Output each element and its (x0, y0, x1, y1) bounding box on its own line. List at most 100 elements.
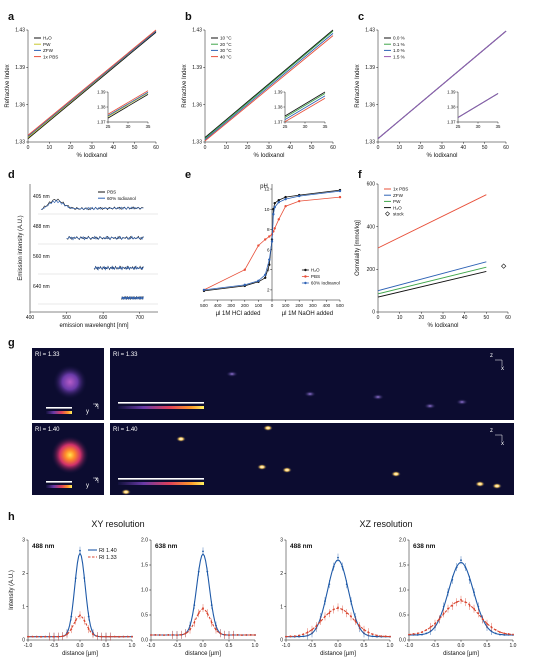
chart-b-inset-x-tick-label: 35 (323, 124, 328, 129)
chart-c-x-tick-label: 40 (461, 145, 467, 151)
chart-h4-data-point (421, 633, 423, 636)
chart-a-legend-label: 1x PBS (43, 54, 58, 59)
chart-b-inset-series-line (284, 97, 326, 123)
chart-h3-fit-curve (285, 607, 391, 638)
chart-c-legend-label: 1.5 % (393, 54, 405, 59)
panel-letter-h: h (8, 511, 15, 523)
chart-h2-fit-curve (151, 608, 255, 636)
chart-e-x-tick-label: 400 (214, 303, 222, 308)
chart-h3-x-tick-label: 1.0 (387, 643, 394, 649)
chart-c-x-tick-label: 10 (397, 145, 403, 151)
chart-c-x-tick-label: 30 (439, 145, 445, 151)
chart-d-y-axis-label: Emission intensity (A.U.) (18, 215, 24, 280)
chart-a-legend-label: H₂O (43, 36, 52, 41)
chart-b-y-tick-label: 1.43 (192, 28, 202, 34)
axis-glyph (495, 434, 503, 441)
chart-c-y-tick-label: 1.43 (365, 28, 375, 34)
psf-spot (51, 436, 89, 474)
chart-f-series-line (377, 271, 487, 298)
chart-e-data-point (243, 268, 246, 271)
chart-e-y-tick-label: 12 (264, 187, 270, 192)
bead-spot (121, 489, 131, 495)
axis-label-x: x (95, 477, 98, 483)
bead-spot (424, 403, 436, 409)
axis-label-z: z (490, 353, 493, 359)
chart-h2-x-axis-label: distance [µm] (185, 651, 221, 657)
chart-h4-data-point (416, 634, 419, 636)
chart-a-series-line (27, 29, 157, 136)
chart-e-data-point (338, 195, 342, 199)
chart-b-inset-y-tick-label: 1.37 (274, 120, 283, 125)
chart-h1-data-point (118, 635, 120, 638)
scale-bar (118, 402, 204, 404)
chart-h2-x-tick-label: -0.5 (173, 643, 182, 649)
chart-h1-x-tick-label: 0.5 (103, 643, 110, 649)
chart-h4-x-tick-label: 0.0 (458, 643, 465, 649)
chart-h1-fit-curve (28, 552, 132, 638)
chart-h4-data-point (494, 632, 497, 635)
chart-h4-y-tick-label: 0.0 (399, 638, 406, 644)
chart-h4-fit-curve (408, 600, 514, 636)
chart-h2-y-tick-label: 0.0 (141, 638, 148, 644)
chart-h4-y-tick-label: 0.5 (399, 613, 406, 619)
chart-h3-data-point (302, 633, 305, 636)
chart-b-series-line (204, 33, 334, 141)
chart-d-spectrum-line (40, 199, 144, 211)
chart-h3-data-point (293, 635, 296, 637)
chart-e-legend-label: PBS (311, 274, 320, 279)
chart-h4-data-point (512, 633, 514, 636)
chart-c-x-axis-label: % Iodixanol (426, 153, 457, 159)
chart-a-inset-x-tick-label: 30 (126, 124, 131, 129)
charts-layer: 0 10 20 30 40 50 601.331.361.391.43% Iodixanol… (5, 28, 517, 657)
chart-f-x-tick-label: 40 (462, 315, 468, 321)
chart-h1-x-tick-label: -0.5 (50, 643, 59, 649)
chart-b-inset-y-tick-label: 1.38 (274, 105, 283, 110)
chart-b-x-tick-label: 40 (288, 145, 294, 151)
chart-h1-data-point (122, 635, 125, 638)
chart-a-x-axis-label: % Iodixanol (76, 153, 107, 159)
bead-spot (391, 471, 401, 477)
axis-label-x: x (95, 403, 98, 409)
chart-h1-data-point (44, 635, 47, 638)
chart-h4-y-tick-label: 1.0 (399, 588, 406, 594)
chart-e-x-axis-label-right: µl 1M NaOH added (282, 311, 333, 317)
chart-h3-data-point (298, 634, 300, 637)
chart-h3-fit-curve (286, 559, 390, 638)
chart-d-spectrum-line (94, 265, 144, 271)
chart-b-inset-series-line (284, 91, 326, 117)
chart-h4-data-point (507, 633, 510, 635)
chart-e-data-point (273, 227, 276, 230)
chart-e-data-point (243, 283, 246, 287)
chart-e-x-tick-label: 300 (227, 303, 235, 308)
chart-e-legend-marker (304, 275, 307, 278)
chart-e-data-point (298, 194, 301, 198)
chart-b-series-line (204, 35, 334, 142)
chart-c-legend-label: 0.1 % (393, 42, 405, 47)
chart-c-legend-label: 1.0 % (393, 48, 405, 53)
chart-f-series-line (377, 266, 487, 295)
chart-h2-y-tick-label: 0.5 (141, 613, 148, 619)
chart-h4-data-point (421, 631, 423, 634)
chart-a-x-tick-label: 30 (89, 145, 95, 151)
chart-h3-x-axis-label: distance [µm] (320, 651, 356, 657)
image-label: RI = 1.40 (35, 427, 60, 433)
chart-h3-x-tick-label: -0.5 (308, 643, 317, 649)
chart-f-x-axis-label: % Iodixanol (427, 323, 458, 329)
lut-colorbar (46, 485, 72, 488)
chart-d-x-tick-label: 600 (99, 315, 108, 321)
lut-colorbar (118, 406, 204, 409)
group-title-xz: XZ resolution (359, 519, 412, 529)
chart-e-legend-label: H₂O (311, 268, 320, 273)
chart-c-inset-y-tick-label: 1.38 (447, 105, 456, 110)
chart-e-data-point (257, 244, 260, 247)
chart-h2-data-point (163, 634, 165, 636)
axis-label-x: x (501, 441, 504, 447)
chart-c-legend-label: 0.0 % (393, 36, 405, 41)
chart-h1-x-tick-label: 0.0 (77, 643, 84, 649)
chart-b-x-tick-label: 10 (224, 145, 230, 151)
bead-spot (257, 464, 267, 470)
chart-h1-y-tick-label: 3 (22, 538, 25, 544)
chart-h2-y-tick-label: 1.5 (141, 563, 148, 569)
chart-f-legend-label: ZFW (393, 193, 404, 198)
chart-a-y-tick-label: 1.36 (15, 102, 25, 108)
